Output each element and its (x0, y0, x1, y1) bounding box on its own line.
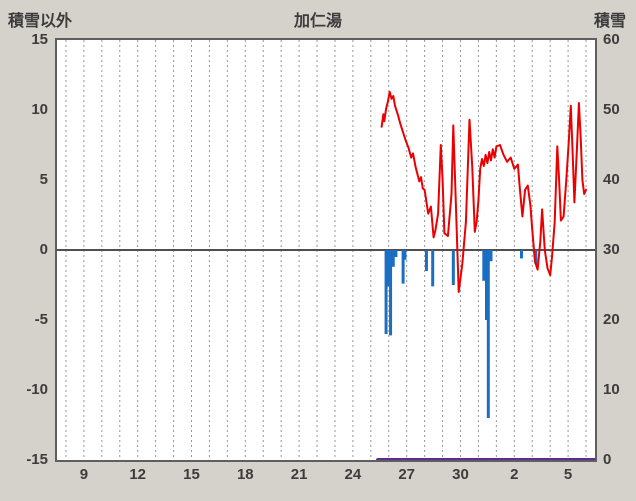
left-axis-tick: 10 (31, 101, 48, 118)
x-axis-tick: 30 (452, 466, 469, 483)
right-axis-tick: 30 (603, 241, 620, 258)
left-axis-tick: -10 (26, 381, 48, 398)
right-axis-tick: 10 (603, 381, 620, 398)
x-axis-tick: 21 (290, 466, 308, 483)
right-axis-title: 積雪 (593, 13, 626, 30)
plot-area (55, 38, 597, 462)
left-axis-tick: -5 (34, 311, 48, 328)
right-axis-tick: 0 (603, 451, 612, 468)
x-axis-tick: 9 (79, 466, 89, 483)
left-axis-tick: -15 (26, 451, 48, 468)
x-axis-tick: 15 (183, 466, 200, 483)
x-axis-tick: 27 (398, 466, 416, 483)
right-axis-tick: 40 (603, 171, 620, 188)
x-axis-tick: 18 (236, 466, 254, 483)
x-axis-tick: 12 (129, 466, 147, 483)
left-axis-tick: 0 (39, 241, 48, 258)
x-axis-tick: 2 (510, 466, 519, 483)
right-axis-tick: 20 (603, 311, 620, 328)
chart-title: 加仁湯 (293, 13, 342, 30)
x-axis-tick: 24 (344, 466, 362, 483)
right-axis-tick: 50 (603, 101, 620, 118)
x-axis-tick: 5 (563, 466, 573, 483)
right-axis-tick: 60 (603, 31, 620, 48)
left-axis-tick: 5 (39, 171, 48, 188)
left-axis-title: 積雪以外 (8, 13, 73, 30)
left-axis-tick: 15 (31, 31, 48, 48)
temperature-line (380, 90, 587, 293)
plot-canvas (57, 40, 595, 460)
